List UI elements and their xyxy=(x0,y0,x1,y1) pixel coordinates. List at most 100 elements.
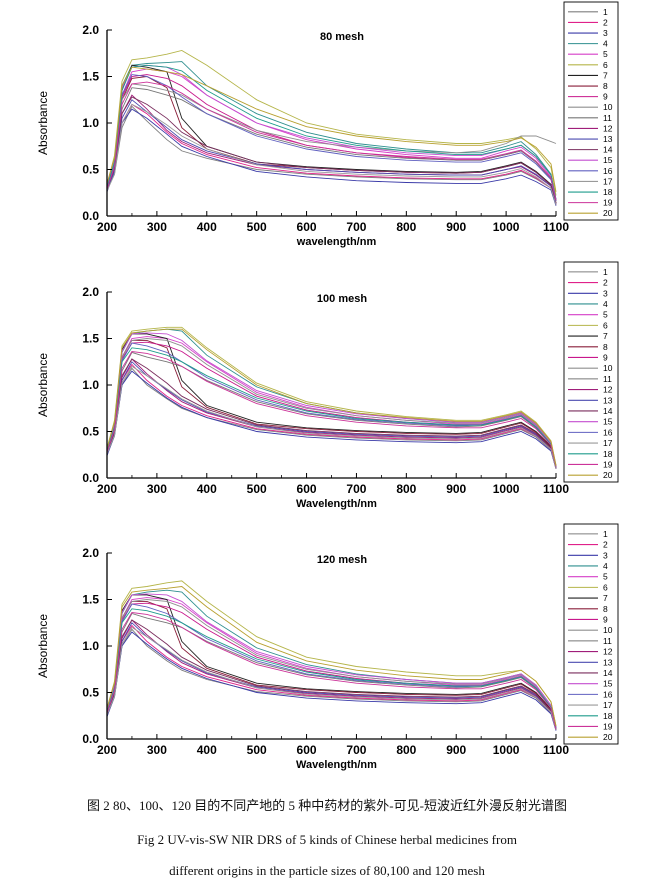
series-lines xyxy=(106,326,557,469)
y-tick-label: 1.0 xyxy=(82,639,99,653)
series-line-20 xyxy=(106,586,557,727)
x-tick-label: 800 xyxy=(396,220,416,234)
x-tick-label: 400 xyxy=(197,220,217,234)
y-tick-label: 2.0 xyxy=(82,285,99,299)
legend-label-9: 9 xyxy=(603,614,608,624)
series-line-13 xyxy=(106,622,557,730)
series-line-1 xyxy=(106,367,557,469)
x-tick-label: 600 xyxy=(297,743,317,757)
series-line-2 xyxy=(106,363,557,469)
series-line-14 xyxy=(106,96,557,204)
x-tick-label: 500 xyxy=(247,220,267,234)
series-line-5 xyxy=(106,597,557,728)
legend-label-3: 3 xyxy=(603,550,608,560)
legend-label-4: 4 xyxy=(603,39,608,49)
legend-label-7: 7 xyxy=(603,70,608,80)
x-tick-label: 300 xyxy=(147,743,167,757)
x-tick-label: 500 xyxy=(247,743,267,757)
x-tick-label: 800 xyxy=(396,743,416,757)
y-axis-label: Absorbance xyxy=(36,614,50,678)
chart-title: 80 mesh xyxy=(320,31,364,43)
x-tick-label: 1100 xyxy=(543,220,569,234)
legend-box xyxy=(563,523,619,745)
legend-label-6: 6 xyxy=(603,60,608,70)
chart-panel-1: 0.0 0.5 1.0 1.5 2.0 200 300 400 500 600 700 800 900 1… xyxy=(36,1,619,248)
legend-label-5: 5 xyxy=(603,572,608,582)
series-line-3 xyxy=(106,108,557,206)
legend-label-8: 8 xyxy=(603,604,608,614)
legend-box xyxy=(563,1,619,221)
legend-label-17: 17 xyxy=(603,438,613,448)
y-tick-label: 0.0 xyxy=(82,732,99,746)
y-tick-label: 1.5 xyxy=(82,70,99,84)
series-line-4 xyxy=(106,589,557,728)
legend-label-3: 3 xyxy=(603,288,608,298)
series-line-17 xyxy=(106,626,557,730)
x-tick-label: 700 xyxy=(346,743,366,757)
series-line-6 xyxy=(106,50,557,196)
y-tick-label: 1.5 xyxy=(82,332,99,346)
legend-label-11: 11 xyxy=(603,113,612,123)
figure-caption-english-line2: different origins in the particle sizes … xyxy=(169,863,485,878)
x-tick-label: 500 xyxy=(247,482,267,496)
x-tick-label: 700 xyxy=(346,482,366,496)
legend-label-9: 9 xyxy=(603,92,608,102)
legend-label-18: 18 xyxy=(603,187,613,197)
chart-panel-2: 0.0 0.5 1.0 1.5 2.0 200 300 400 500 600 700 800 900 1… xyxy=(36,261,619,510)
legend-label-8: 8 xyxy=(603,81,608,91)
chart-panel-3: 0.0 0.5 1.0 1.5 2.0 200 300 400 500 600 700 800 900 1… xyxy=(36,523,619,771)
legend-label-18: 18 xyxy=(603,711,613,721)
y-axis-label: Absorbance xyxy=(36,91,50,155)
series-line-14 xyxy=(106,619,557,730)
x-tick-label: 900 xyxy=(446,220,466,234)
series-line-20 xyxy=(106,328,557,466)
chart-title: 120 mesh xyxy=(317,554,367,566)
series-line-5 xyxy=(106,68,557,201)
legend-label-12: 12 xyxy=(603,385,613,395)
x-axis-label: Wavelength/nm xyxy=(296,498,377,510)
legend-label-10: 10 xyxy=(603,102,613,112)
legend-label-11: 11 xyxy=(603,636,612,646)
legend-label-17: 17 xyxy=(603,176,613,186)
x-tick-label: 1000 xyxy=(493,482,520,496)
legend-label-4: 4 xyxy=(603,561,608,571)
legend-label-13: 13 xyxy=(603,134,613,144)
legend-label-1: 1 xyxy=(603,267,608,277)
series-line-7 xyxy=(106,64,557,204)
x-tick-label: 400 xyxy=(197,482,217,496)
legend-label-2: 2 xyxy=(603,278,608,288)
legend-label-12: 12 xyxy=(603,647,613,657)
series-lines xyxy=(106,50,557,206)
series-line-3 xyxy=(106,631,557,731)
x-axis-label: Wavelength/nm xyxy=(296,759,377,771)
figure-caption-chinese: 图 2 80、100、120 目的不同产地的 5 种中药材的紫外-可见-短波近红… xyxy=(87,798,567,813)
legend-box xyxy=(563,261,619,483)
legend-label-14: 14 xyxy=(603,406,613,416)
legend-label-1: 1 xyxy=(603,7,608,17)
legend-label-16: 16 xyxy=(603,689,613,699)
series-line-18 xyxy=(106,608,557,728)
series-line-10 xyxy=(106,338,557,466)
legend-label-10: 10 xyxy=(603,363,613,373)
x-tick-label: 1000 xyxy=(493,220,520,234)
x-tick-label: 1100 xyxy=(543,743,569,757)
series-line-16 xyxy=(106,342,557,467)
series-line-15 xyxy=(106,332,557,466)
series-line-16 xyxy=(106,74,557,202)
legend-label-19: 19 xyxy=(603,721,613,731)
legend-label-2: 2 xyxy=(603,17,608,27)
x-tick-label: 200 xyxy=(97,482,117,496)
series-line-19 xyxy=(106,612,557,729)
legend-label-14: 14 xyxy=(603,145,613,155)
series-line-6 xyxy=(106,580,557,727)
series-lines xyxy=(106,580,557,731)
legend-label-4: 4 xyxy=(603,299,608,309)
series-line-14 xyxy=(106,358,557,468)
legend-label-10: 10 xyxy=(603,625,613,635)
series-line-19 xyxy=(106,81,557,201)
y-tick-label: 1.0 xyxy=(82,116,99,130)
x-tick-label: 300 xyxy=(147,482,167,496)
y-tick-label: 0.5 xyxy=(82,686,99,700)
